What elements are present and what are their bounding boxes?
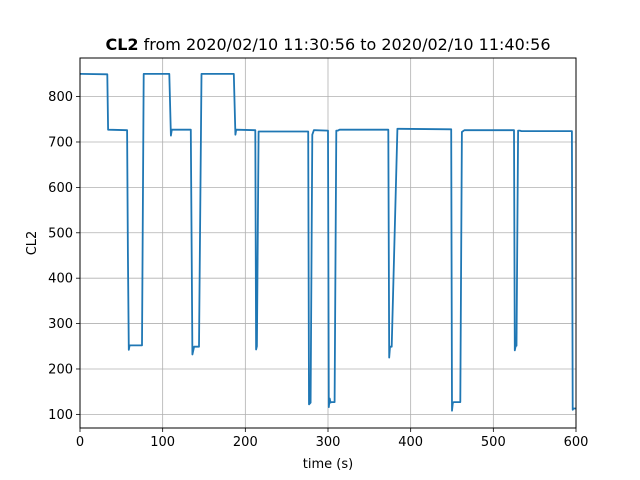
y-tick-label: 800 xyxy=(48,90,73,105)
x-axis-label: time (s) xyxy=(303,457,353,472)
x-tick-label: 500 xyxy=(481,435,506,450)
x-tick-label: 0 xyxy=(76,435,84,450)
x-tick-label: 100 xyxy=(150,435,175,450)
chart-title-rest: from 2020/02/10 11:30:56 to 2020/02/10 1… xyxy=(139,35,551,54)
y-tick-label: 700 xyxy=(48,135,73,150)
y-axis-ticks: 100 200 300 400 500 600 700 800 xyxy=(48,90,80,423)
x-tick-label: 400 xyxy=(398,435,423,450)
chart-title: CL2 from 2020/02/10 11:30:56 to 2020/02/… xyxy=(105,35,550,54)
x-tick-label: 300 xyxy=(316,435,341,450)
y-tick-label: 100 xyxy=(48,408,73,423)
y-tick-label: 300 xyxy=(48,317,73,332)
y-axis-label: CL2 xyxy=(25,231,40,256)
x-tick-label: 200 xyxy=(233,435,258,450)
x-tick-label: 600 xyxy=(564,435,589,450)
x-axis-ticks: 0 100 200 300 400 500 600 xyxy=(76,428,589,450)
chart-title-bold: CL2 xyxy=(105,35,138,54)
series-line xyxy=(79,73,576,412)
y-tick-label: 400 xyxy=(48,272,73,287)
y-tick-label: 600 xyxy=(48,181,73,196)
y-tick-label: 500 xyxy=(48,226,73,241)
y-tick-label: 200 xyxy=(48,362,73,377)
